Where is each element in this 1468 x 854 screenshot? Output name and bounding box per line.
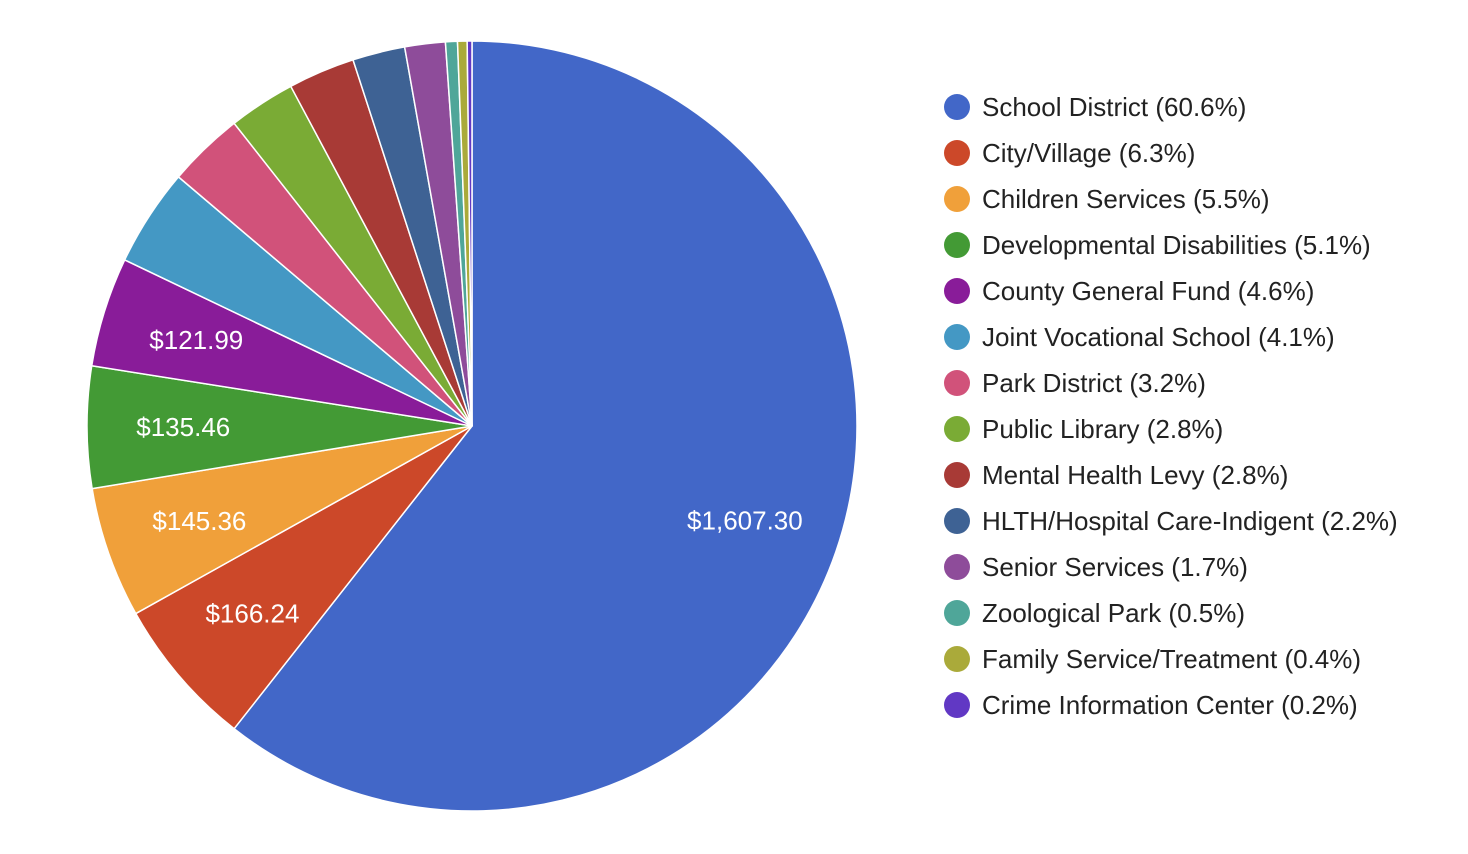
legend-item-county-general-fund: County General Fund (4.6%) [942,274,1442,308]
slice-label-developmental-disabilities: $135.46 [136,412,230,442]
slice-label-children-services: $145.36 [152,506,246,536]
legend-label: City/Village (6.3%) [982,138,1196,168]
pie-chart: $1,607.30 $166.24 $145.36 $135.46 $121.99 [86,40,858,812]
legend-label: Mental Health Levy (2.8%) [982,460,1289,490]
legend-label: Park District (3.2%) [982,368,1206,398]
pie-slice-children-services [91,425,473,615]
legend-swatch [944,462,970,488]
legend-swatch [944,554,970,580]
legend-item-family-service-treatment: Family Service/Treatment (0.4%) [942,642,1442,676]
legend-item-park-district: Park District (3.2%) [942,366,1442,400]
legend-item-public-library: Public Library (2.8%) [942,412,1442,446]
legend-item-developmental-disabilities: Developmental Disabilities (5.1%) [942,228,1442,262]
legend-swatch [944,232,970,258]
legend-swatch [944,278,970,304]
legend-item-senior-services: Senior Services (1.7%) [942,550,1442,584]
legend-item-city-village: City/Village (6.3%) [942,136,1442,170]
legend-label: Senior Services (1.7%) [982,552,1248,582]
legend-label: Public Library (2.8%) [982,414,1224,444]
legend-item-mental-health-levy: Mental Health Levy (2.8%) [942,458,1442,492]
pie-slice-city-village [135,425,473,730]
slice-label-school-district: $1,607.30 [687,505,803,535]
legend-label: Crime Information Center (0.2%) [982,690,1358,720]
legend-swatch [944,646,970,672]
legend-label: Zoological Park (0.5%) [982,598,1245,628]
legend-swatch [944,324,970,350]
legend-label: HLTH/Hospital Care-Indigent (2.2%) [982,506,1398,536]
legend-item-crime-information-center: Crime Information Center (0.2%) [942,688,1442,722]
legend-label: Joint Vocational School (4.1%) [982,322,1335,352]
legend-swatch [944,94,970,120]
slice-label-city-village: $166.24 [205,599,299,629]
pie-slice-crime-information-center [466,40,473,427]
pie-slices [86,40,858,812]
legend-item-hlth-hospital-care-indigent: HLTH/Hospital Care-Indigent (2.2%) [942,504,1422,538]
legend-item-children-services: Children Services (5.5%) [942,182,1442,216]
legend-label: Children Services (5.5%) [982,184,1270,214]
legend-label: County General Fund (4.6%) [982,276,1315,306]
legend-item-school-district: School District (60.6%) [942,90,1442,124]
legend-swatch [944,140,970,166]
legend-swatch [944,600,970,626]
legend-swatch [944,370,970,396]
legend-swatch [944,416,970,442]
legend-swatch [944,186,970,212]
legend-swatch [944,508,970,534]
chart-legend: School District (60.6%) City/Village (6.3… [942,90,1442,734]
slice-labels: $1,607.30 $166.24 $145.36 $135.46 $121.99 [136,325,802,628]
legend-item-joint-vocational-school: Joint Vocational School (4.1%) [942,320,1442,354]
legend-label: School District (60.6%) [982,92,1247,122]
slice-label-county-general-fund: $121.99 [149,325,243,355]
legend-item-zoological-park: Zoological Park (0.5%) [942,596,1442,630]
legend-label: Developmental Disabilities (5.1%) [982,230,1371,260]
legend-label: Family Service/Treatment (0.4%) [982,644,1362,674]
pie-slice-school-district [233,40,858,812]
legend-swatch [944,692,970,718]
